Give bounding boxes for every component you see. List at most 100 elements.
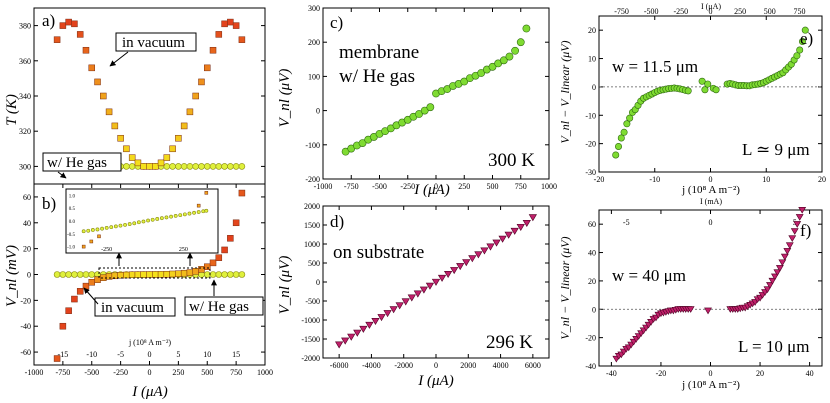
- data-point: [238, 163, 246, 170]
- data-point: [437, 274, 447, 282]
- data-point: [196, 203, 201, 208]
- j-tick-label: -5: [117, 350, 124, 359]
- y-tick-label: -20: [20, 296, 31, 305]
- y-tick-label: 2000: [304, 202, 320, 211]
- data-point: [128, 154, 136, 161]
- data-point: [104, 226, 109, 230]
- data-point: [123, 271, 130, 279]
- annotation-w-e: w = 11.5 μm: [612, 57, 698, 76]
- annotation-box-vacuum-b: [94, 297, 176, 317]
- data-point: [109, 225, 114, 230]
- j-tick-label: 0: [148, 350, 152, 359]
- data-point: [100, 92, 107, 100]
- data-point: [499, 56, 508, 65]
- data-point: [790, 228, 799, 235]
- data-point: [456, 263, 465, 271]
- data-point: [81, 229, 86, 234]
- x-tick-label: 250: [172, 368, 184, 377]
- x-tick-label: 10: [762, 175, 770, 184]
- y-tick-label: 320: [19, 127, 31, 136]
- data-point: [169, 214, 173, 219]
- data-point: [123, 145, 130, 153]
- data-point: [89, 239, 94, 244]
- data-point: [215, 163, 223, 170]
- data-point: [780, 253, 789, 261]
- data-point: [365, 321, 374, 329]
- annotation-he-a: w/ He gas: [47, 155, 107, 171]
- y-tick-label: 0: [27, 271, 31, 280]
- data-point: [221, 246, 228, 254]
- data-point: [105, 108, 113, 116]
- data-point: [798, 206, 807, 214]
- x-tick-label: 500: [201, 368, 213, 377]
- data-point: [71, 295, 78, 303]
- panel-e-ylabel: V_nl − V_linear (μV): [558, 40, 572, 143]
- data-point: [238, 189, 246, 197]
- data-point: [227, 18, 234, 26]
- data-point: [615, 142, 623, 150]
- data-point: [169, 145, 176, 153]
- data-point: [353, 329, 362, 337]
- y-tick-label: -40: [20, 322, 31, 331]
- annotation-vacuum-b: in vacuum: [101, 300, 164, 316]
- data-point: [347, 333, 356, 341]
- annotation-300k: 300 K: [488, 150, 535, 171]
- data-point: [203, 271, 211, 278]
- panel-b-label: b): [42, 194, 56, 213]
- data-point: [505, 52, 514, 61]
- j-tick-label: -15: [58, 350, 69, 359]
- data-point: [798, 38, 806, 46]
- data-point: [510, 227, 519, 235]
- data-point: [504, 231, 513, 239]
- y-tick-label: -1000: [301, 316, 320, 325]
- y-tick-label: 380: [19, 22, 31, 31]
- data-point: [173, 213, 178, 218]
- y-tick-label: 10: [588, 55, 596, 64]
- x-tick-label: 4000: [493, 361, 509, 370]
- top-tick-label: 750: [793, 7, 805, 16]
- data-point: [785, 242, 794, 250]
- data-point: [788, 235, 797, 243]
- x-tick-label: -250: [400, 182, 415, 191]
- data-point: [117, 272, 124, 279]
- top-tick-label: -750: [614, 7, 629, 16]
- data-point: [132, 221, 137, 226]
- data-point: [775, 265, 784, 272]
- x-tick-label: 0: [709, 369, 713, 378]
- data-point: [215, 31, 223, 38]
- x-tick-label: 20: [756, 369, 764, 378]
- data-point: [88, 64, 95, 72]
- panel-f-xlabel: j (10⁸ A m⁻²): [681, 379, 740, 391]
- data-point: [186, 108, 194, 116]
- data-point: [175, 270, 182, 277]
- data-point: [686, 306, 695, 313]
- data-point: [163, 270, 171, 278]
- y-tick-label: 1500: [304, 221, 320, 230]
- x-tick-label: 0: [709, 175, 713, 184]
- data-point: [81, 244, 86, 249]
- data-point: [413, 290, 422, 298]
- data-point: [150, 217, 155, 222]
- data-point: [155, 217, 160, 221]
- y-tick-label: 0: [316, 278, 320, 287]
- annotation-box-he-b: [184, 296, 264, 316]
- data-point: [425, 282, 435, 290]
- data-point: [175, 163, 182, 170]
- annotation-substrate: on substrate: [333, 242, 424, 263]
- data-point: [209, 163, 217, 170]
- inset-zoom-region: [98, 267, 211, 279]
- data-point: [401, 298, 410, 306]
- data-point: [134, 159, 142, 167]
- data-point: [71, 20, 78, 28]
- x-tick-label: 750: [515, 182, 527, 191]
- data-point: [71, 271, 78, 278]
- y-tick-label: -20: [585, 334, 596, 343]
- data-point: [612, 151, 620, 159]
- data-point: [209, 259, 217, 267]
- data-point: [65, 271, 72, 278]
- data-point: [684, 87, 692, 95]
- data-point: [232, 22, 240, 29]
- j-tick-label: 5: [176, 350, 180, 359]
- data-point: [377, 314, 386, 322]
- y-tick-label: -60: [20, 348, 31, 357]
